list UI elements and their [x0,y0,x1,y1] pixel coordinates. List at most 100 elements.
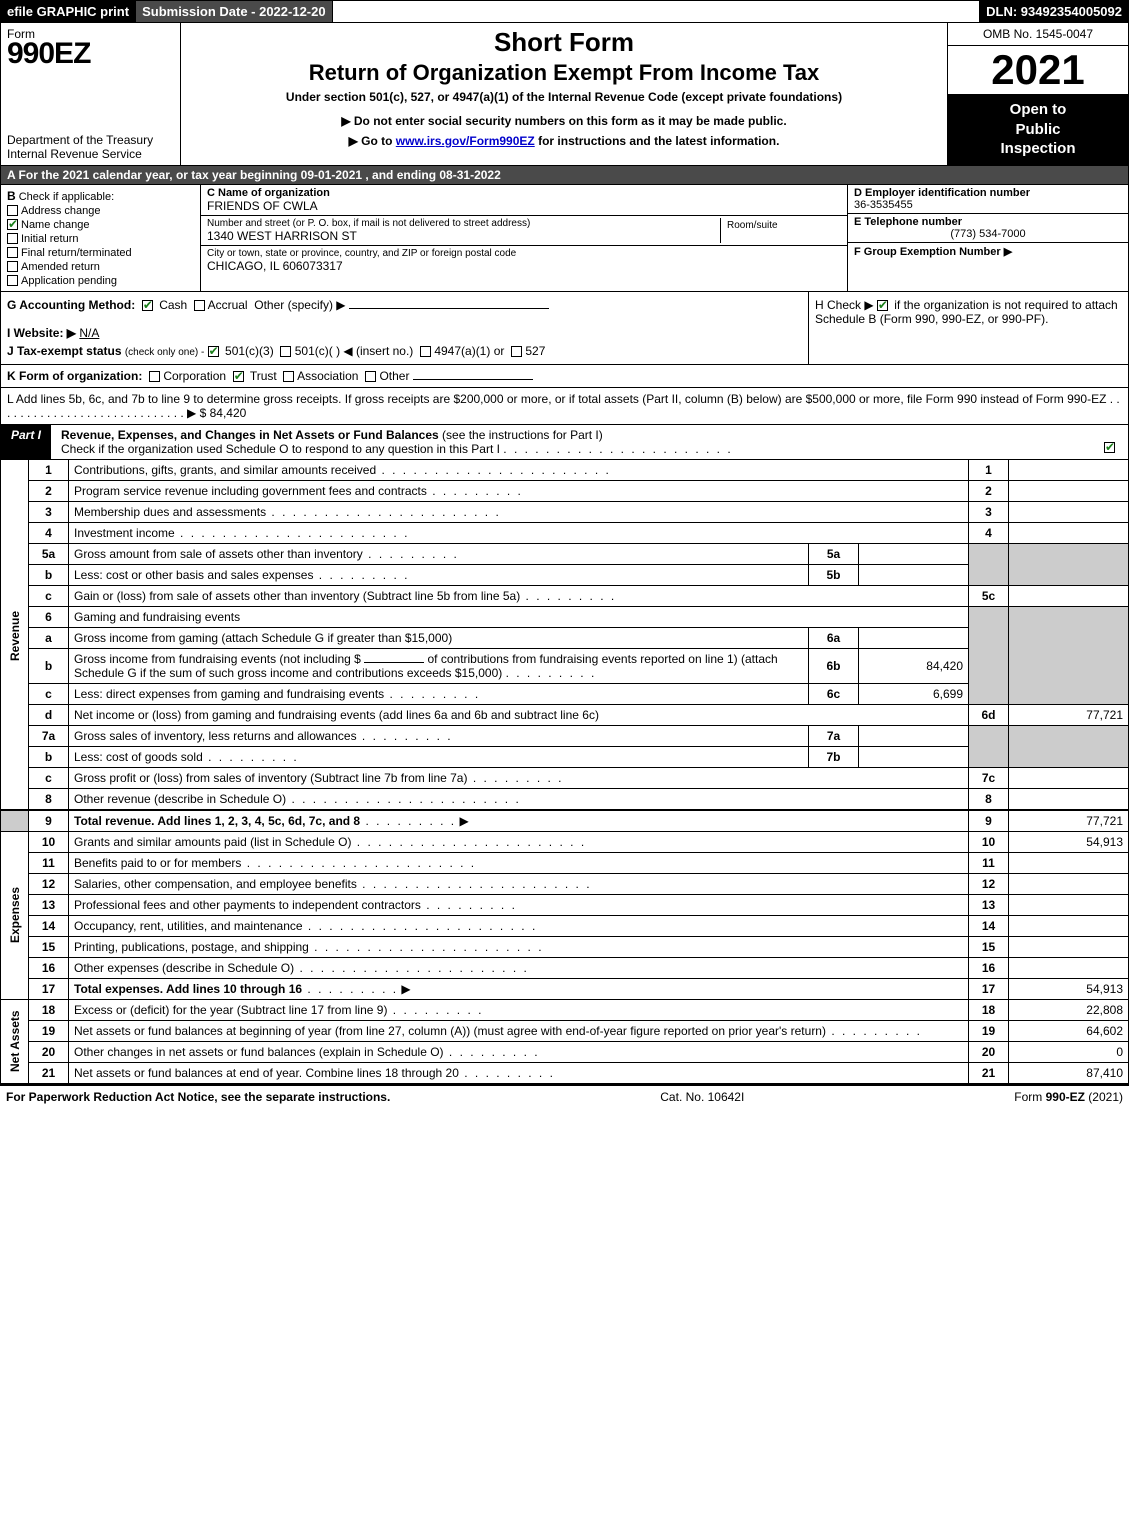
ln: c [29,683,69,704]
sub-amt [859,543,969,564]
ln: b [29,648,69,683]
phone-value: (773) 534-7000 [854,228,1122,240]
sub-num: 6a [809,627,859,648]
checkbox-icon[interactable] [7,219,18,230]
section-l: L Add lines 5b, 6c, and 7b to line 9 to … [0,388,1129,425]
ln: 8 [29,788,69,810]
amt [1009,957,1129,978]
ln: 15 [29,936,69,957]
amt [1009,915,1129,936]
checkbox-icon[interactable] [7,261,18,272]
street-value: 1340 WEST HARRISON ST [207,229,720,243]
dots-icon [467,771,563,785]
num: 3 [969,501,1009,522]
city-label: City or town, state or province, country… [207,248,841,259]
checkbox-assoc[interactable] [283,371,294,382]
num: 15 [969,936,1009,957]
checkbox-501c[interactable] [280,346,291,357]
dots-icon [241,856,476,870]
checkbox-schedule-o[interactable] [1104,442,1115,453]
room-label: Room/suite [727,220,835,231]
checkbox-icon[interactable] [7,247,18,258]
line-text: Other expenses (describe in Schedule O) [69,957,969,978]
line-text: Program service revenue including govern… [69,480,969,501]
dots-icon [313,568,409,582]
line-text: Gross amount from sale of assets other t… [69,543,809,564]
amt: 87,410 [1009,1062,1129,1083]
ln: 5a [29,543,69,564]
sub-num: 7a [809,725,859,746]
sub-num: 7b [809,746,859,767]
org-name-label: C Name of organization [207,187,841,199]
part1-title-note: (see the instructions for Part I) [442,428,603,442]
num: 5c [969,585,1009,606]
footer-right-bold: 990-EZ [1046,1090,1085,1104]
irs-link[interactable]: www.irs.gov/Form990EZ [396,134,535,148]
line-text: Professional fees and other payments to … [69,894,969,915]
num: 17 [969,978,1009,999]
table-row: 3 Membership dues and assessments 3 [1,501,1129,522]
section-h: H Check ▶ if the organization is not req… [808,292,1128,364]
amt: 64,602 [1009,1020,1129,1041]
ln: 20 [29,1041,69,1062]
txt: Other revenue (describe in Schedule O) [74,792,286,806]
num: 6d [969,704,1009,725]
footer-right-post: (2021) [1085,1090,1123,1104]
checkbox-sched-b[interactable] [877,300,888,311]
chk-amended-return: Amended return [7,261,194,273]
txt: Total revenue. Add lines 1, 2, 3, 4, 5c,… [74,814,360,828]
checkbox-trust[interactable] [233,371,244,382]
checkbox-icon[interactable] [7,275,18,286]
line-text: Gross sales of inventory, less returns a… [69,725,809,746]
line-text: Other changes in net assets or fund bala… [69,1041,969,1062]
website-label: I Website: ▶ [7,326,76,340]
k-label: K Form of organization: [7,369,142,383]
dots-icon [503,442,732,456]
table-row: 21 Net assets or fund balances at end of… [1,1062,1129,1083]
chk-label: Address change [21,205,101,217]
room-cell: Room/suite [721,218,841,243]
num: 18 [969,999,1009,1020]
other-specify-line [349,308,549,309]
num: 11 [969,852,1009,873]
checkbox-corp[interactable] [149,371,160,382]
chk-label: Application pending [21,275,117,287]
blank-side [1,810,29,832]
h-pre: H Check ▶ [815,298,877,312]
checkbox-501c3[interactable] [208,346,219,357]
dots-icon [427,484,523,498]
line-text: Investment income [69,522,969,543]
dots-icon [444,1045,540,1059]
amt: 54,913 [1009,831,1129,852]
checkbox-527[interactable] [511,346,522,357]
dots-icon [309,940,544,954]
part1-title-text: Revenue, Expenses, and Changes in Net As… [61,428,439,442]
ln: 1 [29,460,69,481]
checkbox-accrual[interactable] [194,300,205,311]
dots-icon [826,1024,922,1038]
org-name-value: FRIENDS OF CWLA [207,199,841,213]
chk-application-pending: Application pending [7,275,194,287]
txt: Professional fees and other payments to … [74,898,421,912]
num: 19 [969,1020,1009,1041]
num: 12 [969,873,1009,894]
checkbox-icon[interactable] [7,205,18,216]
amt [1009,501,1129,522]
checkbox-cash[interactable] [142,300,153,311]
ln: c [29,585,69,606]
amt: 77,721 [1009,704,1129,725]
txt-pre: Gross income from fundraising events (no… [74,652,361,666]
checkbox-4947[interactable] [420,346,431,357]
l-value: 84,420 [210,406,247,420]
line-text: Occupancy, rent, utilities, and maintena… [69,915,969,936]
txt: Net assets or fund balances at beginning… [74,1024,826,1038]
amt [1009,894,1129,915]
checkbox-icon[interactable] [7,233,18,244]
table-row: 15 Printing, publications, postage, and … [1,936,1129,957]
table-row: Revenue 1 Contributions, gifts, grants, … [1,460,1129,481]
submission-date: Submission Date - 2022-12-20 [136,1,333,22]
amt [1009,522,1129,543]
dots-icon [459,1066,555,1080]
dots-icon [203,750,299,764]
checkbox-other-org[interactable] [365,371,376,382]
